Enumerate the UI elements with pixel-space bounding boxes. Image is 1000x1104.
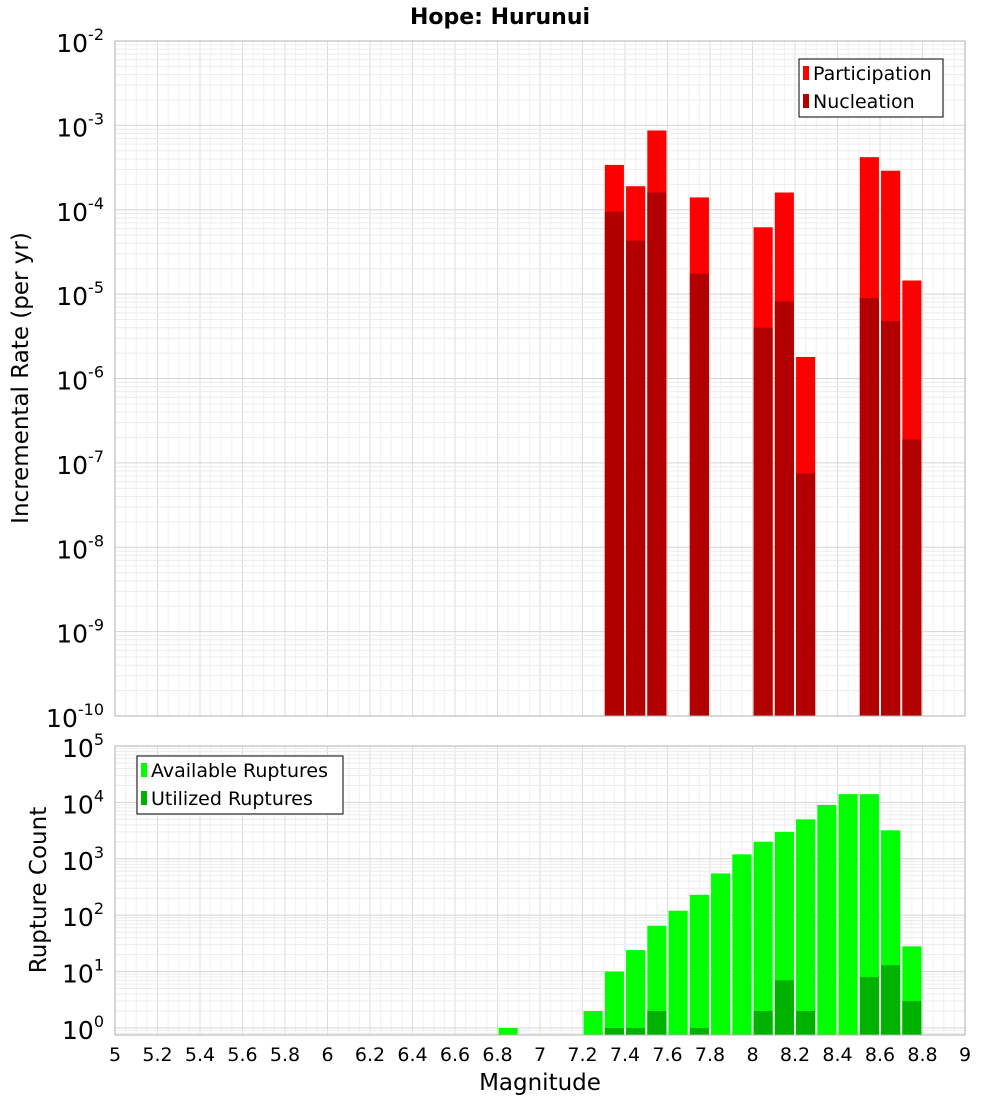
bottom-x-tick-label: 7.8 xyxy=(695,1044,725,1066)
top-bar-series2 xyxy=(689,273,709,716)
top-y-tick-label: 10-4 xyxy=(56,194,104,227)
bottom-y-tick-label: 102 xyxy=(62,899,104,932)
bottom-bar-series1 xyxy=(732,854,752,1035)
top-bar-series2 xyxy=(796,473,816,716)
top-y-tick-label: 10-10 xyxy=(46,700,104,733)
bottom-bar-series1 xyxy=(689,894,709,1035)
bottom-bar-series2 xyxy=(859,977,879,1035)
top-y-tick-label: 10-5 xyxy=(56,278,104,311)
bottom-x-tick-label: 8.2 xyxy=(780,1044,810,1066)
top-plot: 10-2 10-3 10-4 10-5 10-6 10-7 10-8 10-9 10-10 Par… xyxy=(46,25,966,733)
bottom-x-tick-label: 6.4 xyxy=(397,1044,427,1066)
top-y-tick-label: 10-3 xyxy=(56,109,104,142)
bottom-x-tick-label: 8.6 xyxy=(865,1044,895,1066)
bottom-x-tick-label: 7.4 xyxy=(610,1044,640,1066)
bottom-x-tick-label: 6.2 xyxy=(355,1044,385,1066)
top-bar-series2 xyxy=(902,439,922,716)
bottom-y-tick-label: 105 xyxy=(62,730,104,763)
top-y-axis-label: Incremental Rate (per yr) xyxy=(8,232,34,524)
bottom-y-tick-label: 100 xyxy=(62,1012,104,1045)
bottom-bar-series1 xyxy=(753,841,773,1035)
bottom-x-tick-label: 5 xyxy=(109,1044,121,1066)
bottom-x-tick-label: 6.8 xyxy=(482,1044,512,1066)
bottom-bar-series1 xyxy=(583,1010,603,1035)
top-bar-series2 xyxy=(881,321,901,716)
bottom-bar-series1 xyxy=(498,1027,518,1035)
top-y-tick-label: 10-6 xyxy=(56,363,104,396)
bottom-plot-frame xyxy=(114,745,966,1036)
bottom-bar-series2 xyxy=(796,1010,816,1035)
x-axis-label: Magnitude xyxy=(479,1070,601,1096)
bottom-x-tick-label: 8 xyxy=(746,1044,758,1066)
bottom-legend-swatch xyxy=(141,763,147,777)
bottom-bar-series2 xyxy=(774,980,794,1035)
top-plot-frame xyxy=(114,40,966,717)
bottom-x-tick-label: 5.8 xyxy=(270,1044,300,1066)
top-legend-label: Nucleation xyxy=(813,91,915,113)
bottom-bar-series1 xyxy=(711,873,731,1035)
bottom-bar-series1 xyxy=(796,819,816,1035)
bottom-bar-series2 xyxy=(604,1027,624,1035)
bottom-bar-series2 xyxy=(626,1027,646,1035)
bottom-x-tick-label: 9 xyxy=(959,1044,971,1066)
bottom-bar-series1 xyxy=(838,794,858,1035)
bottom-y-tick-label: 104 xyxy=(62,786,104,819)
bottom-bar-series2 xyxy=(902,1001,922,1035)
bottom-x-tick-label: 5.4 xyxy=(185,1044,215,1066)
bottom-x-tick-label: 6.6 xyxy=(440,1044,470,1066)
top-bar-series2 xyxy=(753,327,773,716)
bottom-x-tick-label: 7.6 xyxy=(652,1044,682,1066)
top-y-tick-label: 10-9 xyxy=(56,616,104,649)
top-y-tick-label: 10-2 xyxy=(56,25,104,58)
bottom-bar-series1 xyxy=(668,910,688,1035)
bottom-legend-label: Available Ruptures xyxy=(151,760,328,782)
bottom-y-tick-label: 101 xyxy=(62,956,104,989)
bottom-bar-series1 xyxy=(859,794,879,1035)
bottom-y-tick-label: 103 xyxy=(62,843,104,876)
top-bar-series2 xyxy=(859,297,879,716)
bottom-bar-series1 xyxy=(817,804,837,1035)
bottom-legend-label: Utilized Ruptures xyxy=(151,788,313,810)
bottom-x-tick-label: 8.4 xyxy=(822,1044,852,1066)
top-y-tick-label: 10-7 xyxy=(56,447,104,480)
bottom-bar-series1 xyxy=(604,971,624,1035)
bottom-legend-box xyxy=(136,755,344,815)
top-bar-series2 xyxy=(604,211,624,716)
bottom-x-tick-label: 7 xyxy=(534,1044,546,1066)
bottom-bar-series2 xyxy=(689,1027,709,1035)
top-legend-swatch xyxy=(803,94,809,108)
bottom-bar-series1 xyxy=(626,950,646,1035)
bottom-bar-series2 xyxy=(647,1010,667,1035)
top-legend-label: Participation xyxy=(813,63,932,85)
top-legend-swatch xyxy=(803,66,809,80)
top-bar-series2 xyxy=(647,192,667,717)
bottom-x-tick-label: 6 xyxy=(321,1044,333,1066)
bottom-legend-swatch xyxy=(141,791,147,805)
top-bar-series2 xyxy=(626,240,646,717)
top-bar-series2 xyxy=(774,301,794,716)
bottom-x-tick-label: 8.8 xyxy=(907,1044,937,1066)
bottom-y-axis-label: Rupture Count xyxy=(26,807,52,973)
chart-title: Hope: Hurunui xyxy=(410,5,590,30)
bottom-bar-series1 xyxy=(647,925,667,1035)
bottom-x-tick-label: 5.6 xyxy=(227,1044,257,1066)
bottom-bar-series2 xyxy=(753,1010,773,1035)
bottom-bar-series2 xyxy=(881,965,901,1035)
top-legend-box xyxy=(798,58,944,118)
top-y-tick-label: 10-8 xyxy=(56,531,104,564)
bottom-x-tick-label: 5.2 xyxy=(142,1044,172,1066)
bottom-x-tick-label: 7.2 xyxy=(567,1044,597,1066)
